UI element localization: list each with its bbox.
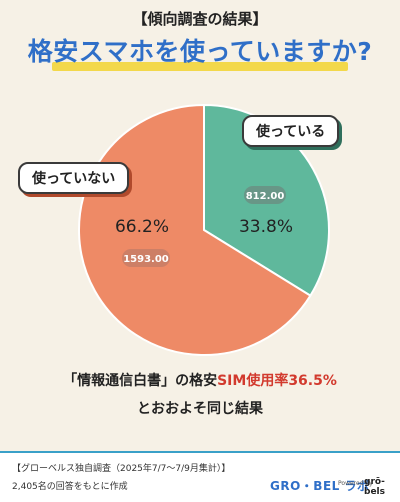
note-text: 「情報通信白書」の格安 xyxy=(63,373,218,389)
company-logo: grō-bels xyxy=(364,477,385,497)
percent-label-using: 33.8% xyxy=(239,217,293,237)
title-highlight xyxy=(52,62,348,71)
footer: 【グローベルス独自調査（2025年7/7〜7/9月集計）】 2,405名の回答を… xyxy=(0,451,400,502)
powered-by: Powered by xyxy=(338,480,373,487)
note-highlight: SIM使用率36.5% xyxy=(217,373,337,389)
brand-logo: GRO・BEL ラボ xyxy=(270,479,370,493)
comparison-note-line1: 「情報通信白書」の格安SIM使用率36.5% xyxy=(0,370,400,390)
count-label-using: 812.00 xyxy=(246,191,285,202)
count-badge-not-using xyxy=(122,249,170,267)
survey-source: 【グローベルス独自調査（2025年7/7〜7/9月集計）】 xyxy=(12,464,231,474)
page-title: 格安スマホを使っていますか? xyxy=(27,37,373,66)
page-subtitle: 【傾向調査の結果】 xyxy=(132,10,268,28)
pie-slice-not-using xyxy=(78,103,312,356)
respondent-count: 2,405名の回答をもとに作成 xyxy=(12,482,128,492)
legend-callout-not-using: 使っていない xyxy=(18,162,130,194)
count-label-not-using: 1593.00 xyxy=(123,254,169,265)
legend-callout-using: 使っている xyxy=(242,115,340,147)
percent-label-not-using: 66.2% xyxy=(115,217,169,237)
comparison-note-line2: とおおよそ同じ結果 xyxy=(137,401,263,417)
count-badge-using xyxy=(244,186,286,204)
